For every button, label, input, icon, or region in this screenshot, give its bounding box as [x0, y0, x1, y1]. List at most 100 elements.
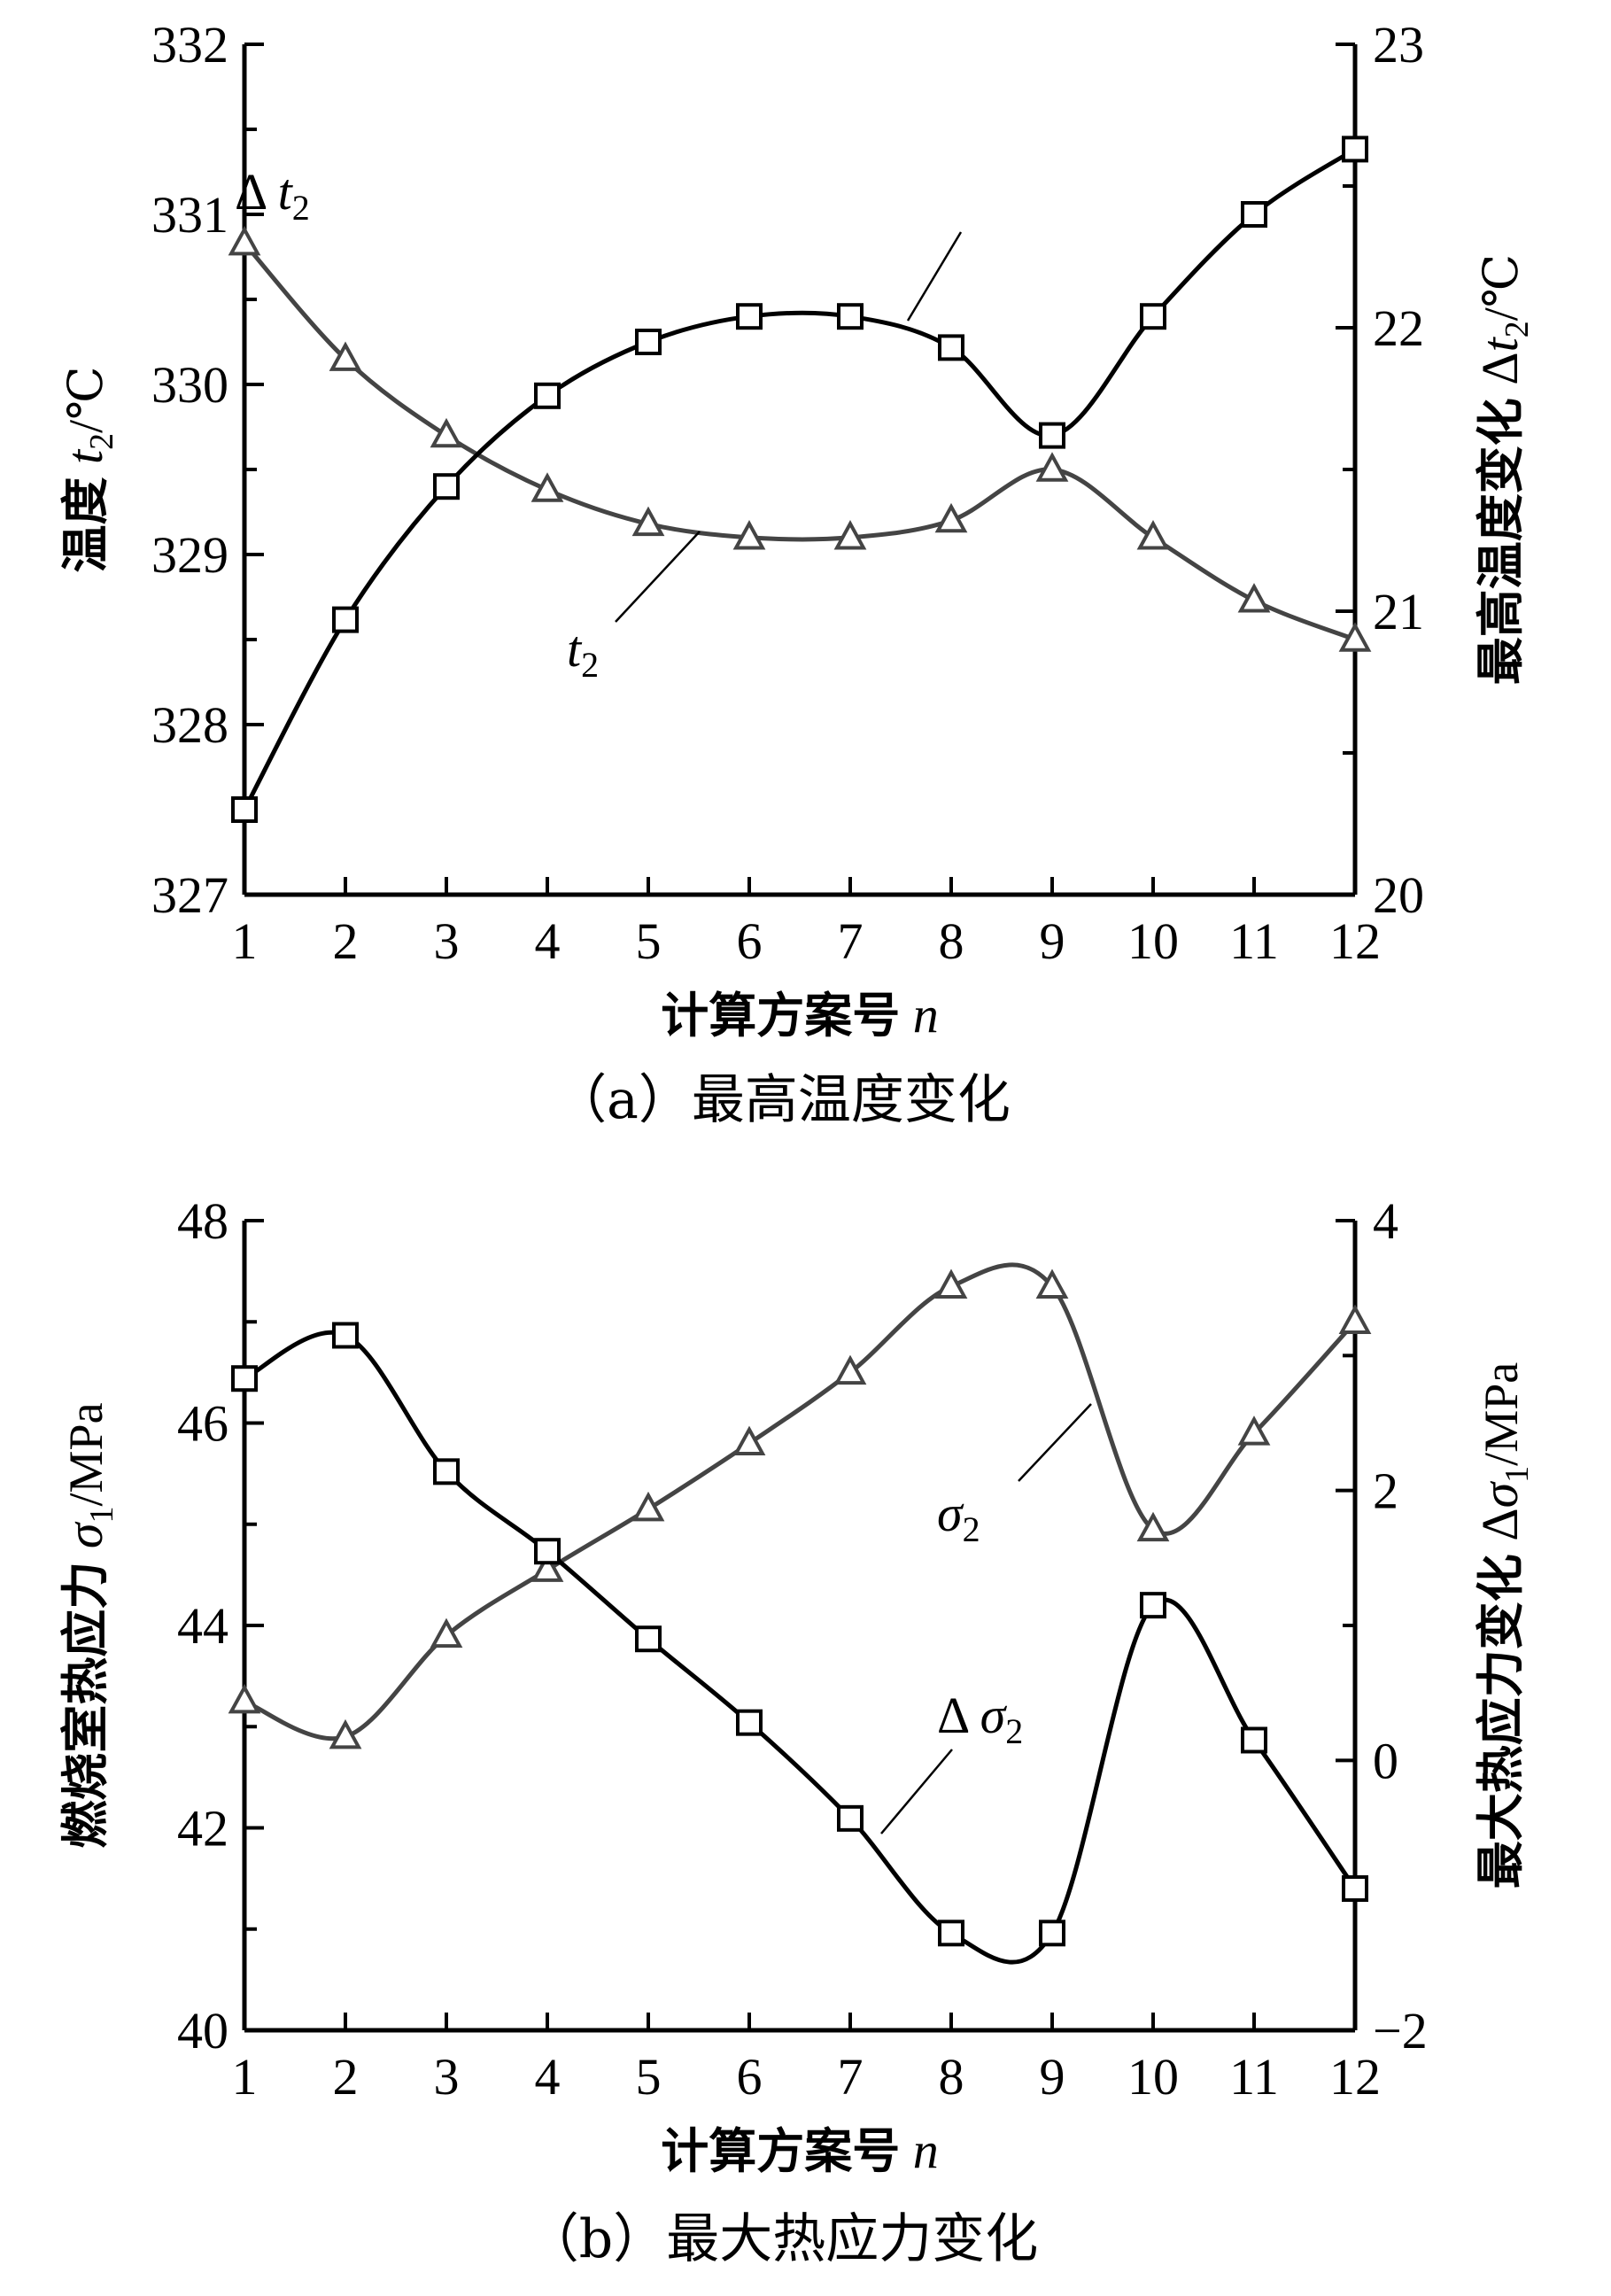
- right-y-tick-label: 20: [1373, 866, 1424, 924]
- annotation-delta: Δ: [937, 1687, 980, 1744]
- x-axis-title-var: n: [900, 2121, 939, 2179]
- data-point-square: [837, 303, 864, 330]
- x-tick-label: 11: [1229, 912, 1279, 970]
- data-point-square: [1241, 201, 1267, 228]
- left-y-axis-title: 燃烧室热应力 σ1/MPa: [56, 1402, 120, 1848]
- data-point-square: [332, 1322, 359, 1349]
- data-point-square: [332, 606, 359, 633]
- x-axis-title-main: 计算方案号: [661, 2123, 900, 2179]
- right-y-tick-label: 21: [1373, 583, 1424, 640]
- data-point-triangle: [430, 1617, 463, 1648]
- data-point-square: [1039, 422, 1065, 449]
- series-triangle: [228, 1262, 1372, 1749]
- data-point-triangle: [1136, 1511, 1170, 1542]
- data-point-triangle: [631, 1491, 665, 1522]
- data-point-square: [1039, 1920, 1065, 1947]
- x-tick-label: 2: [333, 2048, 359, 2106]
- right-y-axis-title: 最大热应力变化 Δσ1/MPa: [1471, 1362, 1536, 1889]
- x-axis-title: 计算方案号 n: [661, 986, 939, 1043]
- x-axis-title: 计算方案号 n: [661, 2121, 939, 2179]
- x-tick-label: 9: [1040, 912, 1065, 970]
- x-tick-label: 9: [1040, 2048, 1065, 2106]
- left-y-axis-title-main: 燃烧室热应力: [58, 1562, 113, 1849]
- series-line: [242, 241, 1358, 642]
- right-y-axis-title-main: 最高温度变化: [1473, 398, 1529, 685]
- right-y-axis-title-sub: 1: [1499, 1466, 1536, 1483]
- right-y-tick-label: −2: [1373, 2002, 1428, 2059]
- left-y-axis-title-main: 温度: [58, 477, 113, 573]
- data-point-square: [1342, 136, 1368, 163]
- x-tick-label: 10: [1127, 2048, 1179, 2106]
- left-y-tick-label: 328: [151, 696, 228, 754]
- data-point-triangle: [732, 1425, 766, 1456]
- data-point-triangle: [1237, 583, 1271, 613]
- data-point-triangle: [1338, 622, 1372, 652]
- right-y-tick-label: 0: [1373, 1732, 1398, 1789]
- left-y-tick-label: 46: [177, 1395, 228, 1453]
- figure-caption: （b）最大热应力变化: [526, 2208, 1038, 2270]
- left-y-axis-title-sub: 1: [83, 1506, 120, 1523]
- right-y-axis-title-sub: 2: [1499, 321, 1536, 337]
- right-y-tick-label: 23: [1373, 16, 1424, 74]
- annotation-var: σ: [937, 1485, 964, 1542]
- annotation-sub: 2: [1005, 1711, 1023, 1751]
- right-y-tick-label: 4: [1373, 1192, 1398, 1250]
- data-point-square: [1241, 1726, 1267, 1754]
- data-point-square: [635, 329, 662, 355]
- annotation-leader-line: [906, 231, 963, 322]
- series-line: [242, 146, 1358, 812]
- data-point-square: [433, 1458, 460, 1485]
- right-y-axis-title-main: 最大热应力变化: [1473, 1554, 1529, 1889]
- x-tick-label: 4: [535, 912, 561, 970]
- x-tick-label: 5: [636, 2048, 662, 2106]
- right-y-axis-title-delta: Δ: [1471, 1508, 1529, 1554]
- annotation-leader-line: [1018, 1403, 1092, 1482]
- series-square: [231, 136, 1368, 823]
- left-y-tick-label: 48: [177, 1192, 228, 1250]
- data-point-square: [736, 1709, 763, 1736]
- left-y-tick-label: 42: [177, 1800, 228, 1858]
- x-tick-label: 1: [232, 912, 258, 970]
- series-label-annotation: σ2: [937, 1485, 980, 1549]
- data-point-triangle: [329, 1718, 362, 1749]
- series-triangle: [228, 225, 1372, 652]
- right-y-axis-title-unit: /MPa: [1475, 1362, 1528, 1466]
- x-tick-label: 3: [434, 912, 460, 970]
- right-y-tick-label: 2: [1373, 1462, 1398, 1520]
- x-tick-label: 4: [535, 2048, 561, 2106]
- x-tick-label: 11: [1229, 2048, 1279, 2106]
- data-point-square: [1342, 1875, 1368, 1903]
- x-axis-title-var: n: [900, 986, 939, 1043]
- data-point-triangle: [531, 472, 564, 502]
- left-y-tick-label: 329: [151, 526, 228, 584]
- left-y-tick-label: 327: [151, 866, 228, 924]
- left-y-axis-title: 温度 t2/℃: [56, 366, 120, 572]
- data-point-triangle: [1035, 452, 1069, 482]
- series-line: [242, 1262, 1358, 1741]
- x-tick-label: 6: [737, 2048, 763, 2106]
- data-point-square: [938, 1920, 964, 1947]
- series-label-annotation: t2: [567, 620, 599, 685]
- data-point-triangle: [833, 520, 867, 550]
- data-point-triangle: [1338, 1304, 1372, 1334]
- series-square: [231, 1322, 1368, 1965]
- x-tick-label: 8: [939, 2048, 964, 2106]
- annotation-var: σ: [980, 1687, 1008, 1744]
- data-point-square: [534, 1538, 561, 1565]
- data-point-triangle: [631, 506, 665, 537]
- x-tick-label: 3: [434, 2048, 460, 2106]
- left-y-axis-title-var: t: [56, 448, 113, 477]
- data-point-square: [837, 1804, 864, 1832]
- left-y-tick-label: 44: [177, 1597, 228, 1655]
- right-y-axis-title-var: t: [1471, 336, 1529, 352]
- data-point-triangle: [934, 1268, 968, 1299]
- series-label-annotation: Δ σ2: [937, 1687, 1023, 1751]
- x-tick-label: 1: [232, 2048, 258, 2106]
- x-tick-label: 12: [1329, 2048, 1381, 2106]
- left-y-tick-label: 40: [177, 2002, 228, 2059]
- annotation-var: t: [567, 620, 583, 678]
- data-point-triangle: [833, 1354, 867, 1385]
